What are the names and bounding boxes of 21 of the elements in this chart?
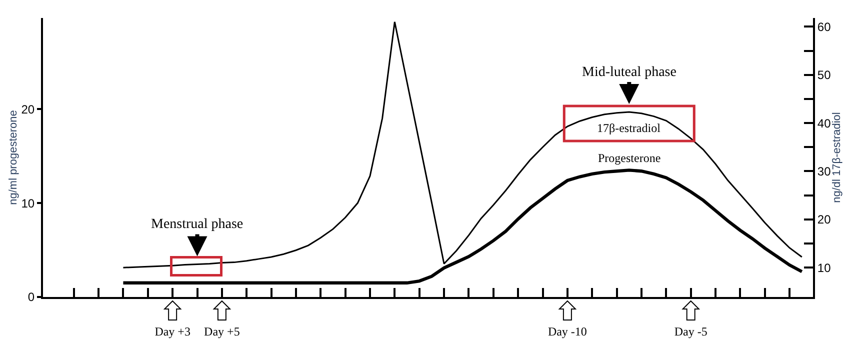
x-tick-label: Day +5	[204, 324, 240, 338]
y2-tick-label: 50	[817, 68, 832, 82]
line-series	[122, 168, 804, 285]
series-label: Progesterone	[598, 151, 661, 165]
y2-tick-label: 20	[817, 212, 832, 227]
y2-tick-label: 40	[817, 116, 832, 130]
y2-tick-label: 60	[817, 20, 832, 34]
y-tick-label: 20	[21, 102, 35, 116]
line-series	[122, 21, 803, 268]
y2-tick-label: 30	[817, 164, 832, 178]
y-tick-label: 0	[28, 290, 35, 304]
series-label: 17β-estradiol	[597, 121, 662, 135]
annotation: Menstrual phase	[151, 217, 244, 232]
y2-tick-label: 10	[817, 260, 832, 275]
x-tick-label: Day -10	[548, 324, 587, 338]
y-axis-title: ng/ml progesterone	[7, 110, 20, 205]
y-tick-label: 10	[21, 196, 35, 210]
y2-axis-title: ng/dl 17β-estradiol	[831, 112, 844, 203]
x-tick-label: Day +3	[154, 324, 190, 338]
annotation: Mid-luteal phase	[582, 65, 676, 80]
x-tick-label: Day -5	[674, 324, 708, 338]
